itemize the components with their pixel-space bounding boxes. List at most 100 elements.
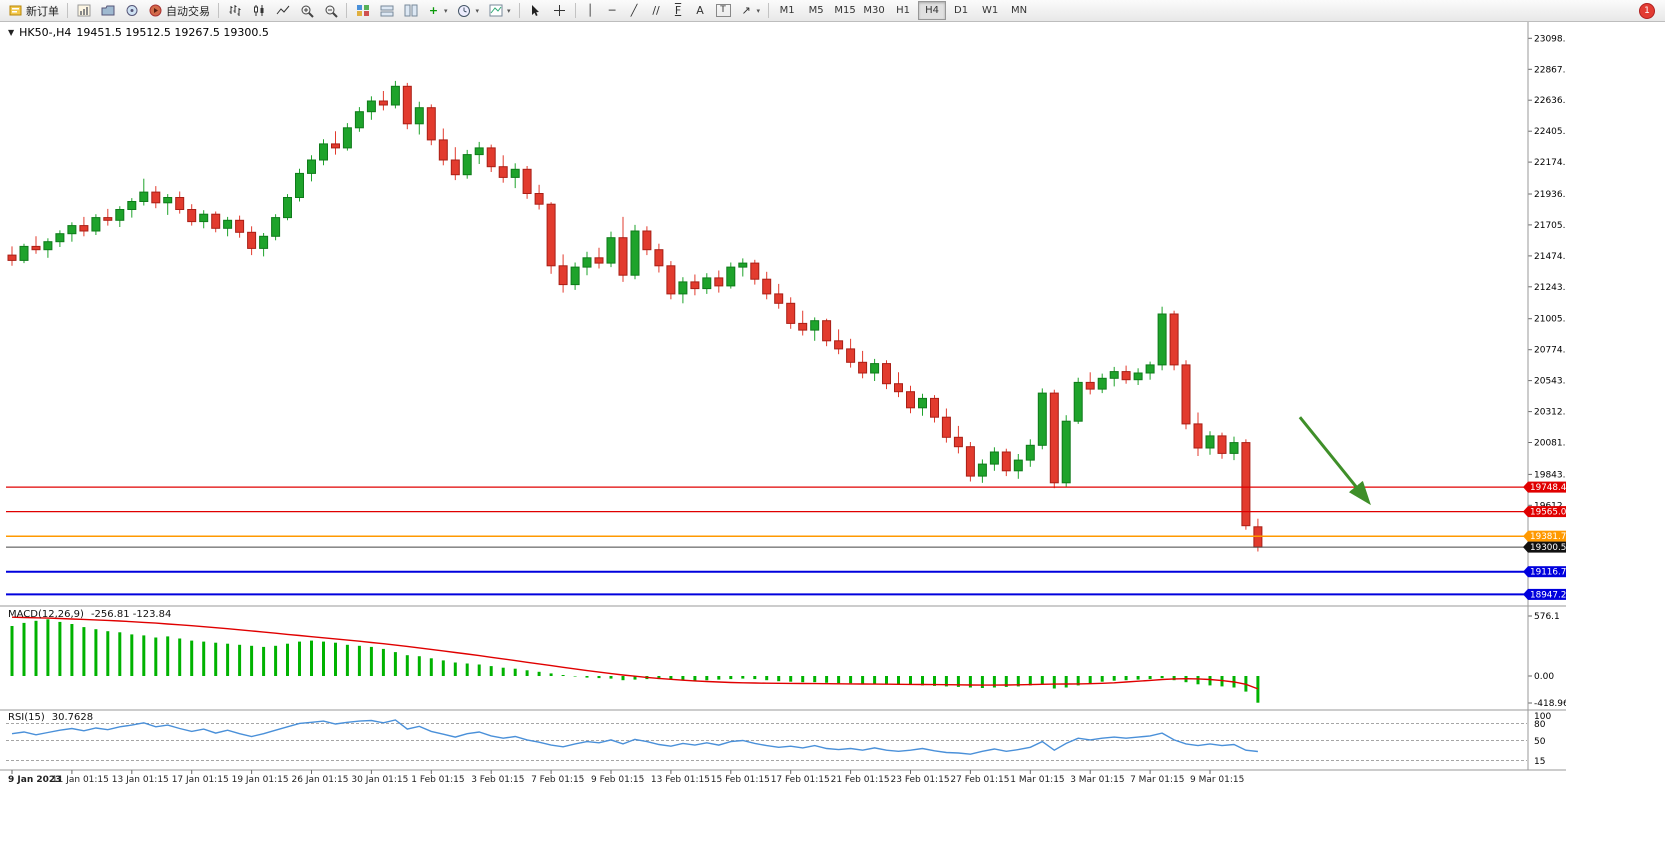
svg-text:19381.7: 19381.7 (1530, 532, 1566, 542)
chevron-down-icon: ▾ (475, 6, 480, 15)
svg-text:7 Mar 01:15: 7 Mar 01:15 (1130, 775, 1184, 785)
svg-text:20543.0: 20543.0 (1534, 377, 1566, 387)
svg-text:9 Feb 01:15: 9 Feb 01:15 (591, 775, 644, 785)
profiles-button[interactable] (96, 1, 119, 21)
arrange-vertical-icon (403, 3, 418, 18)
svg-text:11 Jan 01:15: 11 Jan 01:15 (52, 775, 109, 785)
label-tool-button[interactable]: T (712, 1, 735, 21)
macd-indicator-values: -256.81 -123.84 (90, 609, 172, 620)
vertical-line-icon: │ (586, 3, 594, 17)
svg-text:21005.0: 21005.0 (1534, 315, 1566, 325)
svg-text:22405.0: 22405.0 (1534, 127, 1566, 137)
svg-text:100: 100 (1534, 712, 1551, 722)
timeframe-m1-button[interactable]: M1 (779, 5, 795, 16)
label-tool-icon: T (715, 4, 731, 17)
svg-text:22867.0: 22867.0 (1534, 65, 1566, 75)
template-icon (488, 3, 503, 18)
svg-text:21243.0: 21243.0 (1534, 283, 1566, 293)
timeframe-menu-button[interactable]: ▾ (453, 1, 484, 21)
timeframe-m15-button[interactable]: M15 (834, 5, 856, 16)
svg-text:17 Feb 01:15: 17 Feb 01:15 (771, 775, 830, 785)
zoom-out-button[interactable] (319, 1, 342, 21)
navigator-button[interactable] (120, 1, 143, 21)
svg-text:9 Mar 01:15: 9 Mar 01:15 (1190, 775, 1244, 785)
timeframe-mn-button[interactable]: MN (1011, 5, 1028, 16)
charts-icon (76, 3, 91, 18)
add-indicator-button[interactable]: + ▾ (423, 1, 452, 21)
timeframe-m5-button[interactable]: M5 (808, 5, 824, 16)
svg-text:22174.0: 22174.0 (1534, 158, 1566, 168)
candlestick-chart-button[interactable] (247, 1, 270, 21)
svg-text:17 Jan 01:15: 17 Jan 01:15 (172, 775, 229, 785)
svg-text:27 Feb 01:15: 27 Feb 01:15 (950, 775, 1009, 785)
ohlc-values: 19451.5 19512.5 19267.5 19300.5 (76, 26, 269, 39)
new-order-button[interactable]: 新订单 (4, 1, 63, 21)
svg-text:576.1: 576.1 (1534, 612, 1560, 622)
svg-text:20081.0: 20081.0 (1534, 439, 1566, 449)
svg-text:-418.96: -418.96 (1534, 699, 1566, 709)
tile-windows-button[interactable] (351, 1, 374, 21)
charts-button[interactable] (72, 1, 95, 21)
price-scale[interactable] (1528, 22, 1566, 770)
crosshair-tool-button[interactable] (548, 1, 571, 21)
chart-canvas[interactable]: 23098.0 22867.0 22636.0 22405.0 22174.0 21936… (0, 22, 1566, 788)
cursor-icon (528, 3, 543, 18)
timeframe-h4-button[interactable]: H4 (918, 1, 947, 20)
rsi-indicator-name: RSI(15) (8, 712, 45, 723)
svg-text:15: 15 (1534, 757, 1545, 767)
line-chart-button[interactable] (271, 1, 294, 21)
svg-text:13 Feb 01:15: 13 Feb 01:15 (651, 775, 710, 785)
chart-header: ▼ HK50-,H4 19451.5 19512.5 19267.5 19300… (8, 26, 269, 39)
fibonacci-tool-button[interactable]: F (668, 1, 689, 21)
timeframe-m30-button[interactable]: M30 (863, 5, 885, 16)
timeframe-d1-button[interactable]: D1 (954, 5, 969, 16)
macd-pane-label: MACD(12,26,9) -256.81 -123.84 (8, 609, 171, 620)
annotation-arrow[interactable] (1298, 416, 1371, 506)
symbol-period-label: HK50-,H4 (19, 26, 72, 39)
time-scale[interactable] (0, 770, 1528, 788)
svg-text:26 Jan 01:15: 26 Jan 01:15 (292, 775, 349, 785)
macd-indicator-name: MACD(12,26,9) (8, 609, 84, 620)
bar-chart-icon (227, 3, 242, 18)
toolbar-separator (518, 3, 520, 18)
zoom-in-button[interactable] (295, 1, 318, 21)
arrows-tool-button[interactable]: ↗ ▾ (736, 1, 765, 21)
svg-text:1 Feb 01:15: 1 Feb 01:15 (411, 775, 464, 785)
arrange-vertical-button[interactable] (399, 1, 422, 21)
bar-chart-button[interactable] (223, 1, 246, 21)
svg-text:20774.0: 20774.0 (1534, 346, 1566, 356)
arrows-tool-icon: ↗ (741, 3, 751, 17)
svg-text:21 Feb 01:15: 21 Feb 01:15 (831, 775, 890, 785)
svg-text:30 Jan 01:15: 30 Jan 01:15 (351, 775, 408, 785)
timeframe-h1-button[interactable]: H1 (896, 5, 910, 16)
candles-layer (7, 80, 1263, 552)
crosshair-icon (552, 3, 567, 18)
notification-badge[interactable]: 1 (1639, 3, 1655, 19)
cursor-tool-button[interactable] (524, 1, 547, 21)
horizontal-line-tool-button[interactable]: ─ (602, 1, 623, 21)
svg-text:3 Feb 01:15: 3 Feb 01:15 (471, 775, 524, 785)
fibonacci-icon: F (674, 3, 682, 17)
navigator-icon (124, 3, 139, 18)
arrange-horizontal-button[interactable] (375, 1, 398, 21)
collapse-ohlc-icon[interactable]: ▼ (8, 28, 15, 37)
svg-text:3 Mar 01:15: 3 Mar 01:15 (1070, 775, 1124, 785)
autotrading-button[interactable]: 自动交易 (144, 1, 214, 21)
timeframe-w1-button[interactable]: W1 (981, 5, 999, 16)
new-order-icon (8, 3, 23, 18)
svg-text:18947.2: 18947.2 (1530, 590, 1566, 600)
text-tool-icon: A (696, 3, 704, 17)
vertical-line-tool-button[interactable]: │ (580, 1, 601, 21)
text-tool-button[interactable]: A (690, 1, 711, 21)
profiles-icon (100, 3, 115, 18)
svg-text:19116.7: 19116.7 (1530, 568, 1566, 578)
toolbar-separator (574, 3, 576, 18)
trendline-tool-button[interactable]: ╱ (624, 1, 645, 21)
macd-pane: 576.1 0.00 -418.96 (10, 612, 1566, 709)
channel-tool-button[interactable]: // (646, 1, 667, 21)
svg-text:50: 50 (1534, 737, 1546, 747)
svg-text:7 Feb 01:15: 7 Feb 01:15 (531, 775, 584, 785)
svg-text:1 Mar 01:15: 1 Mar 01:15 (1010, 775, 1064, 785)
autotrading-label: 自动交易 (166, 4, 210, 18)
templates-button[interactable]: ▾ (484, 1, 515, 21)
